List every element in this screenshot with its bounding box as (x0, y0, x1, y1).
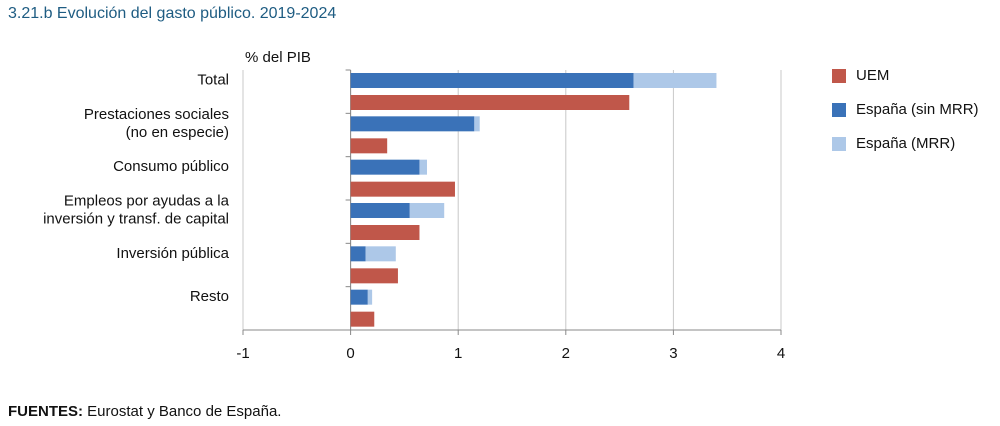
bar (350, 138, 388, 154)
y-tick-label: Total (197, 71, 229, 88)
x-tick-label: 4 (777, 345, 785, 362)
x-tick-label: -1 (236, 345, 249, 362)
bar (409, 203, 445, 218)
bar (350, 159, 420, 175)
x-tick-label: 3 (669, 345, 677, 362)
bar (350, 289, 368, 305)
bar (350, 203, 410, 218)
y-tick-label: Prestaciones sociales (no en especie) (84, 106, 229, 141)
y-tick-label: Resto (190, 288, 229, 305)
y-tick-label: Empleos por ayudas a la inversión y trans… (43, 192, 230, 227)
y-tick-line: Total (197, 71, 229, 88)
y-tick-line: Prestaciones sociales (84, 106, 229, 123)
y-tick-line: Inversión pública (116, 245, 229, 262)
bar (474, 116, 480, 132)
bar (350, 181, 455, 197)
axis-label: % del PIB (245, 49, 311, 66)
legend-label: UEM (856, 67, 889, 84)
y-tick-line: (no en especie) (126, 124, 229, 141)
x-tick-label: 2 (562, 345, 570, 362)
bar (350, 268, 398, 284)
bar (350, 246, 366, 262)
y-tick-line: Consumo público (113, 158, 229, 175)
bar (350, 116, 475, 132)
chart-title: 3.21.b Evolución del gasto público. 2019… (8, 5, 336, 22)
source: FUENTES: Eurostat y Banco de España. (8, 403, 281, 420)
x-tick-label: 1 (454, 345, 462, 362)
bar (419, 159, 427, 175)
legend-label: España (MRR) (856, 135, 955, 152)
y-tick-line: inversión y transf. de capital (43, 210, 229, 227)
x-tick-label: 0 (346, 345, 354, 362)
bar (350, 95, 630, 110)
legend-swatch (832, 103, 846, 117)
bar (365, 246, 396, 262)
y-tick-line: Resto (190, 288, 229, 305)
legend-label: España (sin MRR) (856, 101, 979, 118)
bar (350, 225, 420, 240)
bar (350, 311, 375, 327)
legend-swatch (832, 69, 846, 83)
y-tick-line: Empleos por ayudas a la (64, 192, 230, 209)
bar (350, 73, 634, 88)
bar (633, 73, 717, 88)
bar (367, 289, 373, 305)
y-tick-label: Inversión pública (116, 245, 229, 262)
legend-swatch (832, 137, 846, 151)
source-label: FUENTES: (8, 403, 83, 420)
y-tick-label: Consumo público (113, 158, 229, 175)
source-text: Eurostat y Banco de España. (87, 403, 281, 420)
